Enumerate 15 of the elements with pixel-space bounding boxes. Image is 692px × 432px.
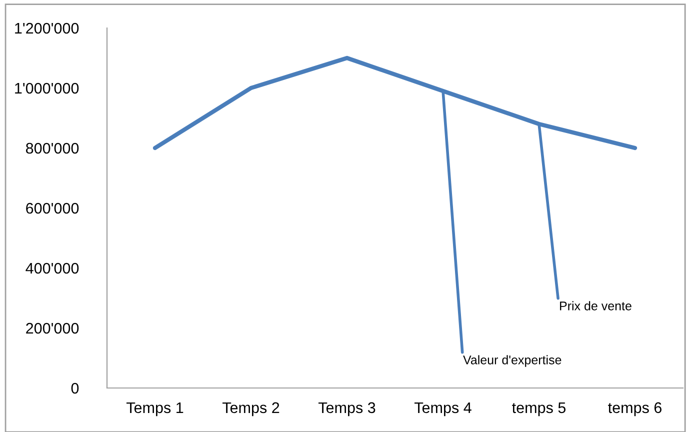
y-tick-label: 800'000 (26, 142, 79, 154)
y-tick-label: 600'000 (26, 202, 79, 214)
x-tick-label: Temps 1 (126, 402, 184, 416)
annotation: Valeur d'expertise (463, 355, 562, 367)
y-tick-label: 400'000 (26, 262, 79, 274)
y-tick-label: 1'200'000 (15, 22, 79, 34)
x-tick-label: Temps 2 (222, 402, 280, 416)
x-tick-label: temps 5 (512, 402, 566, 416)
y-tick-label: 0 (71, 382, 79, 394)
x-tick-label: Temps 3 (318, 402, 376, 416)
y-tick-label: 200'000 (26, 322, 79, 334)
x-tick-label: Temps 4 (414, 402, 472, 416)
x-tick-label: temps 6 (608, 402, 662, 416)
y-tick-label: 1'000'000 (15, 82, 79, 94)
annotation: Prix de vente (560, 301, 632, 310)
